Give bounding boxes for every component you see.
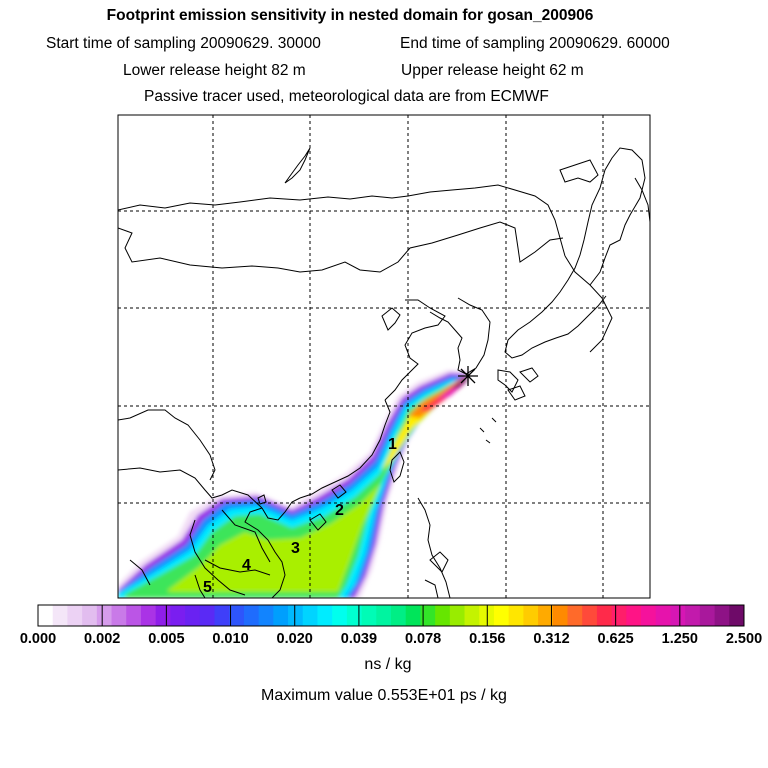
- start-time-label: Start time of sampling 20090629. 30000: [46, 35, 321, 52]
- colorbar-cell: [243, 605, 260, 626]
- colorbar-cell: [699, 605, 715, 626]
- colorbar-cell: [38, 605, 54, 626]
- colorbar-cell: [508, 605, 524, 626]
- colorbar-cell: [199, 605, 215, 626]
- colorbar-cell: [67, 605, 83, 626]
- colorbar-cell: [126, 605, 142, 626]
- upper-release-height-label: Upper release height 62 m: [401, 62, 584, 79]
- colorbar-cell: [82, 605, 98, 626]
- map-label-2: 2: [335, 502, 344, 519]
- colorbar-cell: [214, 605, 230, 626]
- colorbar-cell: [273, 605, 289, 626]
- colorbar-cell: [655, 605, 671, 626]
- colorbar-cell: [626, 605, 642, 626]
- colorbar-cell: [170, 605, 186, 626]
- colorbar-cell: [729, 605, 745, 626]
- colorbar-frame: [37, 604, 745, 627]
- colorbar-cell: [596, 605, 613, 626]
- colorbar-tick-label: 0.078: [405, 631, 441, 647]
- colorbar-cell: [302, 605, 318, 626]
- colorbar-tick-label: 0.010: [212, 631, 248, 647]
- colorbar-tick-label: 0.312: [533, 631, 569, 647]
- star-icon: [458, 366, 478, 386]
- colorbar-cell: [96, 605, 112, 626]
- colorbar-cell: [420, 605, 436, 626]
- colorbar-cell: [523, 605, 539, 626]
- colorbar-tick-label: 0.039: [341, 631, 377, 647]
- colorbar-cell: [449, 605, 465, 626]
- colorbar-cell: [155, 605, 171, 626]
- map-label-4: 4: [242, 557, 251, 574]
- colorbar-cell: [391, 605, 407, 626]
- map-frame: [117, 114, 651, 599]
- colorbar-cell: [140, 605, 157, 626]
- colorbar-tick-label: 2.500: [726, 631, 762, 647]
- coastlines: [118, 147, 650, 598]
- colorbar-cell: [405, 605, 421, 626]
- colorbar-tick-label: 0.002: [84, 631, 120, 647]
- map-label-3: 3: [291, 540, 300, 557]
- map-label-5: 5: [203, 579, 212, 596]
- colorbar-cell: [52, 605, 68, 626]
- colorbar-cell: [288, 605, 304, 626]
- colorbar-tick-label: 0.000: [20, 631, 56, 647]
- colorbar-cell: [567, 605, 583, 626]
- colorbar-tick-label: 1.250: [662, 631, 698, 647]
- colorbar-unit-label: ns / kg: [364, 656, 412, 673]
- colorbar-cell: [332, 605, 348, 626]
- figure-title: Footprint emission sensitivity in nested…: [106, 7, 594, 24]
- colorbar-cell: [258, 605, 274, 626]
- colorbar-tick-label: 0.005: [148, 631, 184, 647]
- colorbar-cell: [611, 605, 627, 626]
- colorbar-tick-label: 0.625: [597, 631, 633, 647]
- colorbar-cell: [229, 605, 245, 626]
- colorbar-cell: [376, 605, 392, 626]
- end-time-label: End time of sampling 20090629. 60000: [400, 35, 670, 52]
- colorbar-tick-label: 0.020: [277, 631, 313, 647]
- colorbar-cell: [361, 605, 377, 626]
- colorbar-cell: [670, 605, 686, 626]
- colorbar-cell: [582, 605, 598, 626]
- colorbar-cells: [37, 604, 745, 627]
- colorbar-cell: [552, 605, 568, 626]
- lower-release-height-label: Lower release height 82 m: [123, 62, 306, 79]
- colorbar-cell: [317, 605, 333, 626]
- colorbar-cell: [111, 605, 127, 626]
- colorbar-cell: [714, 605, 730, 626]
- map-label-1: 1: [388, 436, 397, 453]
- colorbar-cell: [641, 605, 657, 626]
- colorbar-cell: [346, 605, 362, 626]
- colorbar-cell: [185, 605, 201, 626]
- colorbar-cell: [538, 605, 554, 626]
- colorbar-tick-labels: 0.000 0.002 0.005 0.010 0.020 0.039 0.078 0.156…: [20, 631, 762, 647]
- sensitivity-plume: [118, 370, 470, 598]
- colorbar-tick-label: 0.156: [469, 631, 505, 647]
- colorbar-cell: [685, 605, 701, 626]
- colorbar-cell: [464, 605, 480, 626]
- graticule: [118, 115, 650, 598]
- colorbar-cell: [435, 605, 451, 626]
- tracer-info-label: Passive tracer used, meteorological data…: [144, 88, 549, 105]
- colorbar-cell: [493, 605, 510, 626]
- maximum-value-label: Maximum value 0.553E+01 ps / kg: [261, 687, 507, 704]
